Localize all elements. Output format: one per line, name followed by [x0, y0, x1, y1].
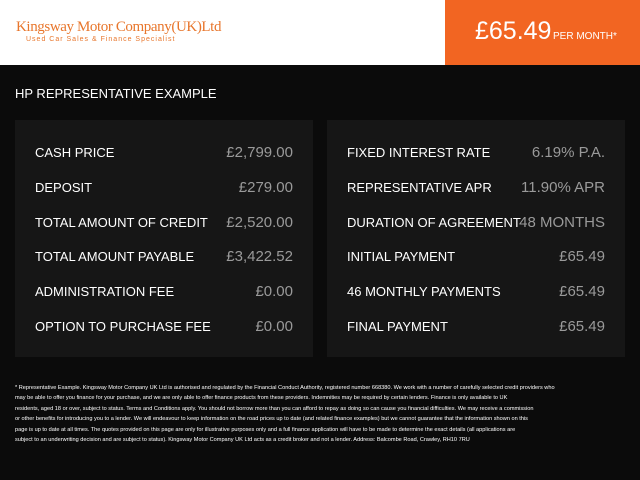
price-box: £65.49 PER MONTH* — [445, 0, 640, 65]
price-suffix: PER MONTH* — [553, 31, 617, 42]
disclaimer-line: may be able to offer you finance for you… — [15, 395, 508, 402]
row-value: £279.00 — [238, 178, 293, 196]
row-value: £2,799.00 — [226, 144, 293, 161]
row-value: £0.00 — [255, 283, 293, 301]
row-label: REPRESENTATIVE APR — [347, 179, 492, 195]
row-label: INITIAL PAYMENT — [347, 249, 456, 265]
row-label: 46 MONTHLY PAYMENTS — [347, 284, 501, 300]
row-label: DEPOSIT — [35, 179, 93, 195]
disclaimer-line: subject to an underwriting decision and … — [15, 437, 470, 444]
row-label: CASH PRICE — [35, 145, 115, 160]
disclaimer-line: page is up to date at all times. The quo… — [15, 426, 516, 433]
row-label: FIXED INTEREST RATE — [347, 145, 491, 160]
monthly-price: £65.49 — [475, 17, 552, 45]
logo-subtitle: Used Car Sales & Finance Specialist — [26, 36, 176, 43]
row-label: TOTAL AMOUNT OF CREDIT — [35, 214, 208, 230]
logo-title[interactable]: Kingsway Motor Company(UK)Ltd — [16, 19, 222, 35]
row-label: DURATION OF AGREEMENT — [347, 214, 521, 230]
row-value: £3,422.52 — [226, 248, 293, 266]
disclaimer: * Representative Example. Kingsway Motor… — [15, 383, 627, 445]
finance-row: OPTION TO PURCHASE FEE £0.00 — [35, 318, 293, 339]
row-label: FINAL PAYMENT — [347, 319, 448, 334]
finance-row: DURATION OF AGREEMENT 48 MONTHS — [347, 213, 605, 235]
finance-row: TOTAL AMOUNT OF CREDIT £2,520.00 — [35, 213, 293, 235]
finance-row: 46 MONTHLY PAYMENTS £65.49 — [347, 283, 605, 304]
finance-row: CASH PRICE £2,799.00 — [35, 144, 293, 165]
finance-row: ADMINISTRATION FEE £0.00 — [35, 283, 293, 304]
finance-row: DEPOSIT £279.00 — [35, 178, 293, 200]
row-value: £2,520.00 — [226, 213, 293, 231]
row-value: 11.90% APR — [521, 178, 605, 196]
row-value: £65.49 — [559, 248, 605, 266]
finance-row: FIXED INTEREST RATE 6.19% P.A. — [347, 144, 605, 165]
section-title: HP REPRESENTATIVE EXAMPLE — [15, 86, 217, 101]
row-value: £65.49 — [559, 318, 605, 335]
row-label: TOTAL AMOUNT PAYABLE — [35, 249, 195, 265]
finance-panel: CASH PRICE £2,799.00 DEPOSIT £279.00 TOTAL A… — [15, 120, 313, 357]
row-value: 6.19% P.A. — [531, 144, 605, 161]
row-value: £65.49 — [559, 283, 605, 301]
finance-row: INITIAL PAYMENT £65.49 — [347, 248, 605, 269]
row-label: ADMINISTRATION FEE — [35, 284, 175, 300]
disclaimer-line: or other benefits for introducing you to… — [15, 416, 528, 423]
finance-panel: FIXED INTEREST RATE 6.19% P.A. REPRESENTAT… — [327, 120, 625, 357]
row-value: £0.00 — [255, 318, 293, 335]
finance-row: TOTAL AMOUNT PAYABLE £3,422.52 — [35, 248, 293, 269]
finance-row: FINAL PAYMENT £65.49 — [347, 318, 605, 339]
row-label: OPTION TO PURCHASE FEE — [35, 319, 211, 334]
disclaimer-line: * Representative Example. Kingsway Motor… — [15, 385, 555, 391]
disclaimer-line: residents, aged 18 or over, subject to s… — [15, 405, 534, 412]
row-value: 48 MONTHS — [519, 213, 605, 231]
finance-row: REPRESENTATIVE APR 11.90% APR — [347, 178, 605, 200]
